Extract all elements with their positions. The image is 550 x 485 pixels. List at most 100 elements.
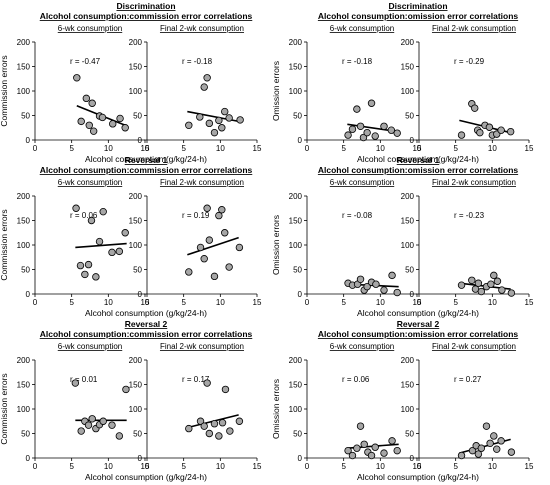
data-point	[493, 445, 501, 453]
data-point	[196, 243, 205, 252]
y-tick-label: 200	[401, 192, 415, 201]
data-point	[360, 440, 368, 448]
data-point	[196, 417, 205, 425]
chart-subtitle: Alcohol consumption:commission error cor…	[40, 11, 253, 21]
x-tick-label: 15	[141, 298, 150, 307]
y-tick-label: 0	[298, 454, 303, 463]
data-point	[81, 270, 89, 279]
y-tick-label: 150	[289, 381, 303, 390]
data-point	[215, 432, 223, 440]
panel-label: Final 2-wk consumption	[432, 342, 516, 351]
y-tick-label: 200	[401, 356, 415, 365]
data-point	[356, 122, 365, 130]
data-point	[471, 104, 479, 112]
data-point	[85, 121, 93, 129]
data-point	[82, 94, 91, 103]
x-tick-label: 5	[69, 462, 74, 471]
y-tick-label: 100	[289, 405, 303, 414]
data-point	[203, 379, 211, 387]
y-tick-label: 200	[289, 192, 303, 201]
y-tick-label: 50	[293, 266, 302, 275]
chart-subtitle: Alcohol consumption:commission error cor…	[40, 329, 253, 339]
data-point	[367, 451, 376, 460]
data-point	[388, 437, 396, 445]
data-point	[507, 289, 516, 297]
chart-title: Discrimination	[388, 1, 447, 11]
trend-line	[75, 242, 127, 249]
x-tick-label: 10	[488, 462, 497, 471]
x-tick-label: 15	[413, 144, 422, 153]
chart-title: Reversal 1	[125, 155, 168, 165]
y-tick-label: 100	[129, 87, 143, 96]
x-tick-label: 0	[305, 462, 310, 471]
data-point	[359, 133, 368, 142]
y-axis-label: Commission errors	[0, 55, 9, 126]
y-tick-label: 150	[17, 63, 31, 72]
y-tick-label: 150	[289, 217, 303, 226]
y-tick-label: 150	[401, 381, 415, 390]
y-tick-label: 50	[405, 112, 414, 121]
data-point	[380, 122, 388, 130]
data-point	[84, 421, 93, 429]
y-axis-label: Omission errors	[271, 379, 281, 439]
correlation-label: r = -0.18	[342, 57, 373, 66]
y-tick-label: 100	[401, 405, 415, 414]
data-point	[205, 236, 214, 244]
chart-title: Discrimination	[116, 1, 175, 11]
y-tick-label: 50	[405, 430, 414, 439]
data-point	[487, 280, 495, 288]
data-point	[76, 261, 85, 270]
y-tick-label: 100	[289, 87, 303, 96]
data-point	[108, 248, 116, 257]
data-point	[218, 124, 226, 132]
x-tick-label: 15	[413, 298, 422, 307]
x-tick-label: 15	[141, 462, 150, 471]
data-point	[236, 116, 244, 124]
x-tick-label: 15	[141, 144, 150, 153]
x-axis-label: Alcohol consumption (g/kg/24-h)	[357, 472, 479, 482]
panel-label: Final 2-wk consumption	[160, 178, 244, 187]
y-tick-label: 0	[138, 290, 143, 299]
x-tick-label: 0	[33, 144, 38, 153]
x-tick-label: 15	[253, 144, 262, 153]
x-tick-label: 0	[145, 144, 150, 153]
y-tick-label: 0	[138, 454, 143, 463]
x-tick-label: 10	[104, 298, 113, 307]
y-tick-label: 50	[293, 112, 302, 121]
correlation-label: r = -0.18	[182, 57, 213, 66]
x-tick-label: 0	[33, 298, 38, 307]
data-point	[457, 131, 466, 139]
data-point	[388, 271, 396, 280]
x-tick-label: 10	[216, 462, 225, 471]
data-point	[87, 216, 96, 225]
data-point	[225, 114, 233, 122]
data-point	[92, 273, 100, 281]
y-tick-label: 0	[26, 136, 31, 145]
panel-label: Final 2-wk consumption	[160, 342, 244, 351]
x-tick-label: 10	[104, 144, 113, 153]
data-point	[99, 417, 107, 425]
panel-label: Final 2-wk consumption	[432, 24, 516, 33]
y-tick-label: 150	[289, 63, 303, 72]
y-axis-label: Omission errors	[271, 215, 281, 275]
x-axis-label: Alcohol consumption (g/kg/24-h)	[357, 308, 479, 318]
data-point	[200, 255, 208, 263]
chart-subtitle: Alcohol consumption:commission error cor…	[40, 165, 253, 175]
y-tick-label: 150	[129, 217, 143, 226]
y-tick-label: 50	[293, 430, 302, 439]
data-point	[393, 288, 401, 297]
x-axis-label: Alcohol consumption (g/kg/24-h)	[357, 154, 479, 164]
data-point	[371, 132, 379, 140]
x-tick-label: 0	[33, 462, 38, 471]
panel-label: 6-wk consumption	[58, 24, 122, 33]
y-tick-label: 0	[26, 454, 31, 463]
data-point	[468, 446, 477, 455]
